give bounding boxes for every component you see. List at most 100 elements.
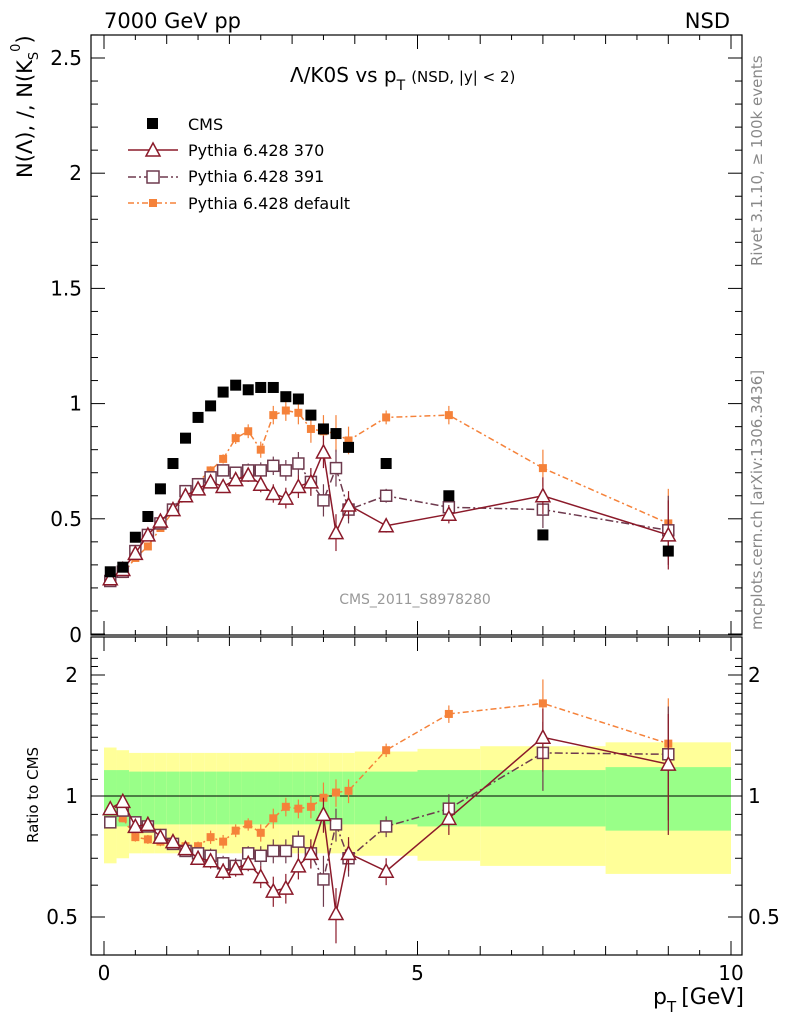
main-point-default xyxy=(294,408,303,417)
xlabel: pT [GeV] xyxy=(653,985,744,1016)
ratio-point-370 xyxy=(315,805,332,822)
main-point-370 xyxy=(239,466,257,482)
ratio-point-370 xyxy=(340,844,357,861)
main-point-370 xyxy=(315,443,332,459)
ratio-point-default xyxy=(294,804,303,813)
ratio-y-tick-label: 0.5 xyxy=(46,905,78,929)
band-inner xyxy=(241,771,255,825)
ratio-point-default xyxy=(244,820,253,829)
plot-title: Λ/K0S vs pT (NSD, |y| < 2) xyxy=(290,63,515,94)
main-point-cms xyxy=(104,566,116,578)
band-inner xyxy=(254,771,268,825)
ratio-point-370 xyxy=(377,862,395,878)
main-point-370 xyxy=(177,487,194,503)
ratio-point-391 xyxy=(279,844,293,858)
main-point-391 xyxy=(292,457,305,470)
ratio-point-default xyxy=(194,842,203,851)
main-point-391 xyxy=(329,461,343,475)
legend-item-default: Pythia 6.428 default xyxy=(128,194,350,213)
ylabel-ratio: Ratio to CMS xyxy=(24,747,42,843)
ratio-point-370 xyxy=(202,852,219,868)
ratio-point-370 xyxy=(102,800,119,816)
ratio-point-default xyxy=(219,837,228,846)
main-point-cms xyxy=(343,441,355,453)
band-inner xyxy=(267,771,280,825)
main-y-tick-label: 2 xyxy=(69,161,82,185)
ratio-point-370 xyxy=(164,833,182,849)
ratio-point-default xyxy=(269,814,278,823)
ratio-point-391 xyxy=(317,873,330,886)
main-point-370 xyxy=(377,517,395,533)
main-point-370 xyxy=(290,477,307,494)
main-point-cms xyxy=(192,411,204,423)
ratio-y-tick-label: 1 xyxy=(65,784,78,808)
ratio-point-370 xyxy=(189,849,207,866)
ratio-point-370 xyxy=(534,728,552,745)
ratio-point-391 xyxy=(254,849,267,863)
watermark: CMS_2011_S8978280 xyxy=(339,592,491,608)
ratio-point-370 xyxy=(114,792,132,809)
main-point-default xyxy=(538,464,547,473)
main-point-default xyxy=(231,434,240,443)
side-mcplots: mcplots.cern.ch [arXiv:1306.3436] xyxy=(748,370,766,630)
main-y-tick-label: 0.5 xyxy=(50,507,82,531)
ratio-point-370 xyxy=(239,854,257,871)
ratio-point-default xyxy=(131,833,140,842)
main-point-cms xyxy=(255,381,267,393)
ratio-point-default xyxy=(118,814,127,823)
main-point-370 xyxy=(189,480,207,496)
ratio-point-370 xyxy=(290,857,307,873)
legend-item-cms: CMS xyxy=(147,115,223,134)
ratio-point-370 xyxy=(327,904,345,921)
band-inner xyxy=(166,771,180,825)
main-point-391 xyxy=(254,464,267,477)
main-point-default xyxy=(219,454,228,463)
main-line-391 xyxy=(109,462,669,582)
main-point-cms xyxy=(142,510,154,522)
ratio-point-370 xyxy=(227,859,244,876)
ratio-point-391 xyxy=(104,816,117,829)
main-point-370 xyxy=(202,473,219,489)
xlabel-unit: [GeV] xyxy=(681,985,744,1010)
ratio-point-default xyxy=(143,835,152,844)
legend-item-391: Pythia 6.428 391 xyxy=(128,167,324,186)
main-point-370 xyxy=(440,505,458,521)
ratio-point-default xyxy=(281,802,290,811)
main-point-cms xyxy=(217,386,229,398)
main-y-tick-label: 1.5 xyxy=(50,276,82,300)
legend-marker-370 xyxy=(144,141,162,157)
main-point-cms xyxy=(180,432,192,444)
legend: CMS Pythia 6.428 370 Pythia 6.428 391 Py… xyxy=(128,115,350,213)
ylabel-main: N(Λ), /, N(KS0) xyxy=(9,35,42,178)
ratio-point-370 xyxy=(252,868,270,884)
main-y-tick-label: 1 xyxy=(69,392,82,416)
legend-label-370: Pythia 6.428 370 xyxy=(188,141,324,160)
main-point-cms xyxy=(230,379,242,391)
main-point-default xyxy=(269,411,278,420)
header-right: NSD xyxy=(685,9,730,33)
main-point-391 xyxy=(216,464,230,477)
main-point-cms xyxy=(267,381,279,393)
ratio-point-default xyxy=(344,786,353,795)
ylabel-sub-s: S xyxy=(27,52,42,60)
main-point-default xyxy=(143,542,152,551)
main-frame xyxy=(90,34,743,636)
ratio-point-370 xyxy=(152,828,169,844)
ratio-point-370 xyxy=(440,809,458,826)
main-point-370 xyxy=(102,570,119,586)
main-y-tick-label-zero: 0 xyxy=(69,623,82,647)
band-inner xyxy=(191,771,205,825)
main-point-cms xyxy=(154,483,166,495)
ylabel-sup-0: 0 xyxy=(9,44,24,52)
ratio-y-tick-label-right: 1 xyxy=(748,784,761,808)
main-point-370 xyxy=(265,484,282,501)
ratio-point-default xyxy=(231,826,240,835)
ratio-panel: 0 5 10 0.5 0.5 1 1 2 2 xyxy=(46,636,780,985)
ratio-point-default xyxy=(331,788,340,797)
legend-marker-default xyxy=(149,199,157,207)
title-main: Λ/K0S vs p xyxy=(290,63,397,87)
main-point-370 xyxy=(127,544,144,561)
ratio-point-default xyxy=(206,833,215,842)
